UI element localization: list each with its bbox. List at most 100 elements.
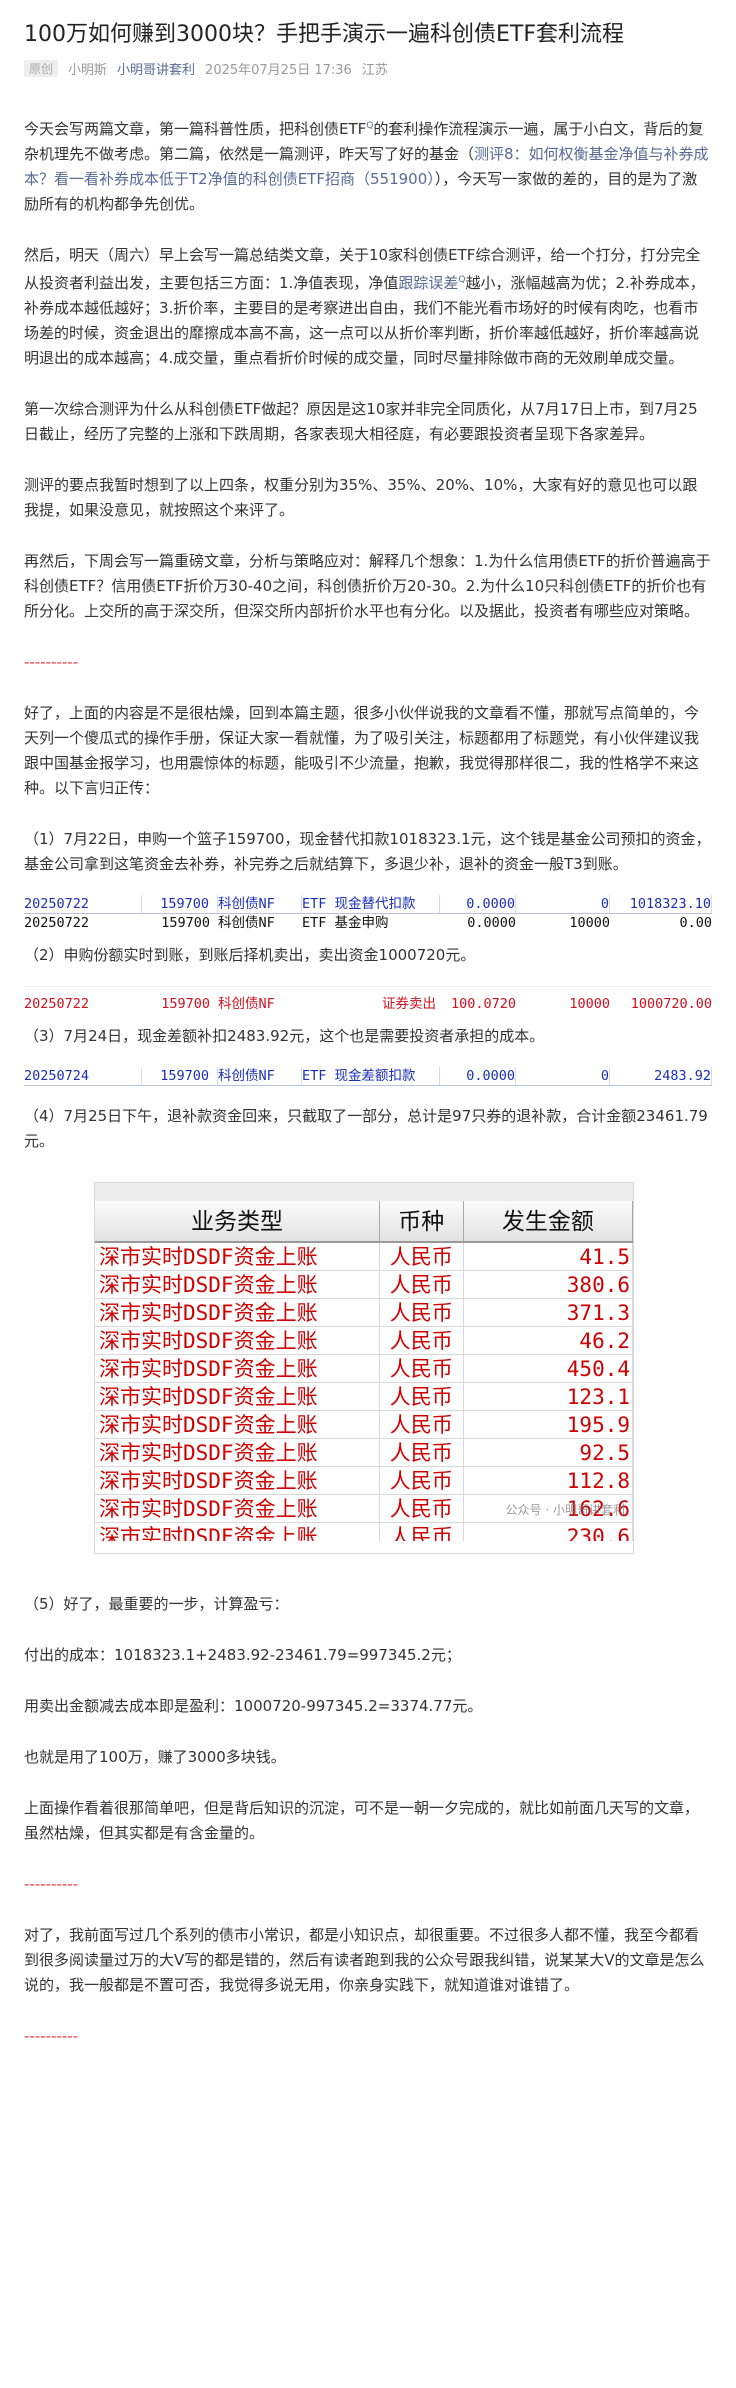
account-name-link[interactable]: 小明哥讲套利 [117, 62, 196, 78]
refund-cell-currency: 人民币 [380, 1327, 464, 1354]
refund-row: 深市实时DSDF资金上账 人民币 46.2 [95, 1327, 633, 1355]
refund-cell-amount: 450.4 [464, 1355, 633, 1382]
calc-profit: 用卖出金额减去成本即是盈利：1000720-997345.2=3374.77元。 [24, 1697, 483, 1715]
refund-cell-amount: 41.5 [464, 1243, 633, 1270]
refund-table-header: 业务类型 币种 发生金额 [95, 1201, 633, 1243]
refund-row: 深市实时DSDF资金上账 人民币 195.9 [95, 1411, 633, 1439]
refund-row: 深市实时DSDF资金上账 人民币 450.4 [95, 1355, 633, 1383]
cell-type: ETF 现金差额扣款 [302, 1067, 440, 1085]
publish-location: 江苏 [361, 62, 388, 78]
paragraph-intro: 今天会写两篇文章，第一篇科普性质，把科创债ETFQ的套利操作流程演示一遍，属于小… [24, 114, 712, 217]
search-icon[interactable]: Q [366, 121, 374, 131]
refund-cell-amount: 195.9 [464, 1411, 633, 1438]
step-5: （5）好了，最重要的一步，计算盈亏： [24, 1595, 289, 1613]
cell-date: 20250722 [24, 996, 90, 1012]
author-name[interactable]: 小明斯 [68, 62, 108, 78]
refund-cell-type: 深市实时DSDF资金上账 [95, 1439, 380, 1466]
cell-type: 证券卖出 [382, 996, 436, 1012]
table-row: 20250724 159700 科创债NF ETF 现金差额扣款 0.0000 … [24, 1067, 712, 1086]
article-title: 100万如何赚到3000块？手把手演示一遍科创债ETF套利流程 [24, 22, 624, 47]
paragraph-why: 第一次综合测评为什么从科创债ETF做起？原因是这10家并非完全同质化，从7月17… [24, 400, 698, 443]
refund-cell-currency: 人民币 [380, 1383, 464, 1410]
cell-qty: 0 [516, 1067, 610, 1085]
cell-amount: 1018323.10 [610, 895, 712, 913]
refund-row: 深市实时DSDF资金上账 人民币 371.3 [95, 1299, 633, 1327]
refund-cell-currency: 人民币 [380, 1299, 464, 1326]
refund-cell-type: 深市实时DSDF资金上账 [95, 1355, 380, 1382]
cell-name: 科创债NF [218, 996, 275, 1012]
refund-cell-type: 深市实时DSDF资金上账 [95, 1327, 380, 1354]
text: ），今天写一家做的差的，目的是为了激励所有的机构都争先创优。 [24, 170, 698, 213]
watermark: 公众号 · 小明哥讲套利 [505, 1503, 625, 1517]
refund-cell-currency: 人民币 [380, 1411, 464, 1438]
text: 然后，明天（周六）早上会写一篇总结类文章，关于10家科创债ETF综合测评，给一个… [24, 246, 701, 292]
cell-price: 0.0000 [467, 915, 516, 931]
step-2: （2）申购份额实时到账，到账后择机卖出，卖出资金1000720元。 [24, 946, 476, 964]
refund-cell-currency: 人民币 [380, 1467, 464, 1494]
search-icon[interactable]: Q [458, 275, 466, 285]
refund-cell-type: 深市实时DSDF资金上账 [95, 1299, 380, 1326]
refund-cell-type: 深市实时DSDF资金上账 [95, 1383, 380, 1410]
refund-cell-type: 深市实时DSDF资金上账 [95, 1467, 380, 1494]
refund-cell-type: 深市实时DSDF资金上账 [95, 1411, 380, 1438]
refund-row: 深市实时DSDF资金上账 人民币 380.6 [95, 1271, 633, 1299]
refund-cell-amount: 162.6 [464, 1495, 633, 1522]
cell-qty: 10000 [569, 915, 610, 931]
cell-name: 科创债NF [218, 915, 275, 931]
refund-cell-amount: 380.6 [464, 1271, 633, 1298]
refund-cell-amount: 123.1 [464, 1383, 633, 1410]
cell-qty: 10000 [569, 996, 610, 1012]
paragraph-series: 对了，我前面写过几个系列的债市小常识，都是小知识点，却很重要。不过很多人都不懂，… [24, 1926, 705, 1994]
divider: ---------- [24, 1875, 79, 1893]
refund-screenshot[interactable]: 业务类型 币种 发生金额 深市实时DSDF资金上账 人民币 41.5 深市实时DSDF… [94, 1182, 634, 1554]
refund-cell-amount: 92.5 [464, 1439, 633, 1466]
cell-code: 159700 [142, 895, 218, 913]
refund-row: 深市实时DSDF资金上账 人民币 162.6 [95, 1495, 633, 1523]
spacer [24, 1554, 712, 1592]
refund-cell-type: 深市实时DSDF资金上账 [95, 1243, 380, 1270]
refund-cell-currency: 人民币 [380, 1271, 464, 1298]
tracking-error-link[interactable]: 跟踪误差 [398, 274, 459, 292]
trade-table-subscribe: 20250722 159700 科创债NF ETF 现金替代扣款 0.0000 … [24, 895, 712, 933]
step-3: （3）7月24日，现金差额补扣2483.92元，这个也是需要投资者承担的成本。 [24, 1027, 545, 1045]
publish-date: 2025年07月25日 17:36 [205, 62, 352, 78]
refund-table-body: 深市实时DSDF资金上账 人民币 41.5 深市实时DSDF资金上账 人民币 380.6 深… [95, 1243, 633, 1553]
cell-price: 0.0000 [440, 1067, 516, 1085]
cell-qty: 0 [516, 895, 610, 913]
article-meta: 原创 小明斯 小明哥讲套利 2025年07月25日 17:36 江苏 [24, 58, 712, 78]
summary: 也就是用了100万，赚了3000多块钱。 [24, 1748, 286, 1766]
refund-row: 深市实时DSDF资金上账 人民币 112.8 [95, 1467, 633, 1495]
text: 今天会写两篇文章，第一篇科普性质，把科创债ETF [24, 120, 367, 138]
refund-cell-type: 深市实时DSDF资金上账 [95, 1271, 380, 1298]
image-crop-edge [95, 1541, 633, 1553]
paragraph-next-week: 再然后，下周会写一篇重磅文章，分析与策略应对：解释几个想象：1.为什么信用债ET… [24, 552, 711, 620]
table-row: 20250722 159700 科创债NF 证券卖出 100.0720 1000… [24, 995, 712, 1014]
refund-cell-currency: 人民币 [380, 1243, 464, 1270]
table-row: 20250722 159700 科创债NF ETF 现金替代扣款 0.0000 … [24, 895, 712, 914]
divider: ---------- [24, 653, 79, 671]
cell-code: 159700 [142, 1067, 218, 1085]
header-currency: 币种 [380, 1201, 464, 1241]
related-article-link[interactable]: 测评8：如何权衡基金净值与补券成本？看一看补券成本低于T2净值的科创债ETF招商… [24, 145, 709, 188]
refund-row: 深市实时DSDF资金上账 人民币 41.5 [95, 1243, 633, 1271]
text: 的套利操作流程演示一遍，属于小白文，背后的复杂机理先不做考虑。第二篇，依然是一篇… [24, 120, 704, 163]
cell-type: ETF 现金替代扣款 [302, 895, 440, 913]
refund-cell-currency: 人民币 [380, 1495, 464, 1522]
cell-name: 科创债NF [218, 1067, 302, 1085]
cell-name: 科创债NF [218, 895, 302, 913]
cell-date: 20250724 [24, 1067, 142, 1085]
refund-row: 深市实时DSDF资金上账 人民币 92.5 [95, 1439, 633, 1467]
article-body: 今天会写两篇文章，第一篇科普性质，把科创债ETFQ的套利操作流程演示一遍，属于小… [24, 114, 712, 2049]
trade-table-cash-diff: 20250724 159700 科创债NF ETF 现金差额扣款 0.0000 … [24, 1067, 712, 1086]
refund-cell-amount: 112.8 [464, 1467, 633, 1494]
cell-amount: 1000720.00 [630, 996, 712, 1012]
refund-cell-currency: 人民币 [380, 1439, 464, 1466]
paragraph-main: 好了，上面的内容是不是很枯燥，回到本篇主题，很多小伙伴说我的文章看不懂，那就写点… [24, 704, 700, 797]
trade-table-sell: 20250722 159700 科创债NF 证券卖出 100.0720 1000… [24, 986, 712, 1014]
paragraph-plan: 然后，明天（周六）早上会写一篇总结类文章，关于10家科创债ETF综合测评，给一个… [24, 243, 712, 371]
cell-amount: 0.00 [679, 915, 712, 931]
refund-cell-currency: 人民币 [380, 1355, 464, 1382]
cell-amount: 2483.92 [610, 1067, 712, 1085]
calc-cost: 付出的成本：1018323.1+2483.92-23461.79=997345.… [24, 1646, 461, 1664]
